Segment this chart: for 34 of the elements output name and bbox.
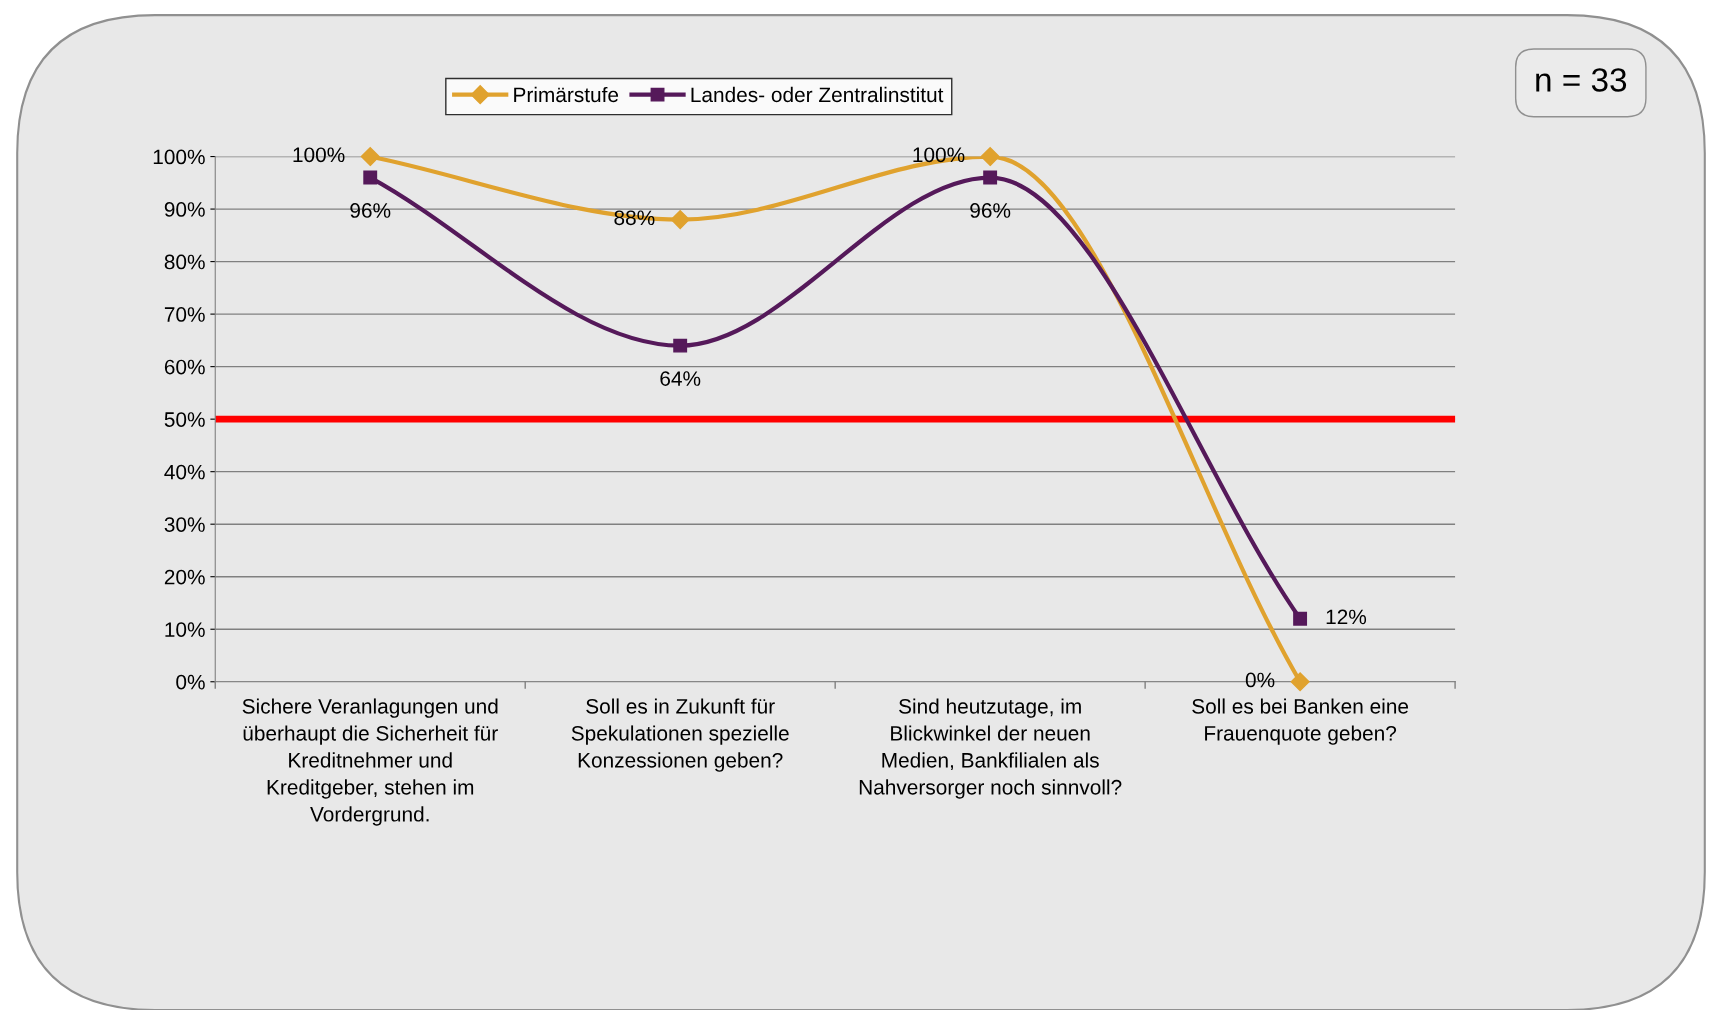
- point: [363, 170, 378, 185]
- point: [670, 210, 690, 230]
- y-tick-label: 80%: [164, 254, 205, 270]
- point: [673, 338, 688, 353]
- legend-label: Primärstufe: [514, 86, 619, 103]
- data-label: 100%: [913, 147, 965, 163]
- x-tick-label: Soll es bei Banken eine Frauenquote geben?: [1192, 698, 1409, 745]
- text: n = 33: [1536, 68, 1627, 92]
- data-label: 96%: [350, 203, 391, 218]
- x-tick-label: Soll es in Zukunft für Spekulationen spezielle Konzessionen geben?: [571, 698, 789, 772]
- y-tick-label: 30%: [164, 517, 205, 532]
- x-tick-label: Sind heutzutage, im Blickwinkel der neuen Medien, Bankfilialen als Nahversorger noch sinnvoll?: [859, 698, 1122, 799]
- y-tick-label: 50%: [164, 412, 205, 427]
- point: [1290, 672, 1310, 692]
- data-label: 100%: [293, 147, 345, 163]
- y-tick-label: 40%: [164, 464, 205, 480]
- point: [980, 147, 1000, 167]
- y-tick-label: 10%: [165, 622, 205, 637]
- legend-label: Landes- oder Zentralinstitut: [691, 86, 944, 103]
- data-label: 12%: [1326, 609, 1367, 625]
- x-tick-label: Sichere Veranlagungen und überhaupt die Sicherheit für Kreditnehmer und Kreditgeber, stehen im Vordergrund.: [242, 698, 498, 826]
- data-label: 64%: [660, 371, 701, 386]
- y-tick-label: 20%: [164, 569, 205, 585]
- y-tick-label: 0%: [176, 674, 205, 690]
- data-label: 96%: [970, 203, 1011, 218]
- point: [983, 170, 998, 185]
- y-tick-label: 100%: [153, 149, 205, 165]
- data-label: 88%: [614, 210, 655, 226]
- point: [360, 147, 380, 167]
- data-label: 0%: [1245, 672, 1275, 688]
- y-tick-label: 70%: [164, 307, 205, 322]
- point: [1293, 611, 1308, 626]
- y-tick-label: 60%: [164, 359, 205, 375]
- y-tick-label: 90%: [164, 202, 205, 217]
